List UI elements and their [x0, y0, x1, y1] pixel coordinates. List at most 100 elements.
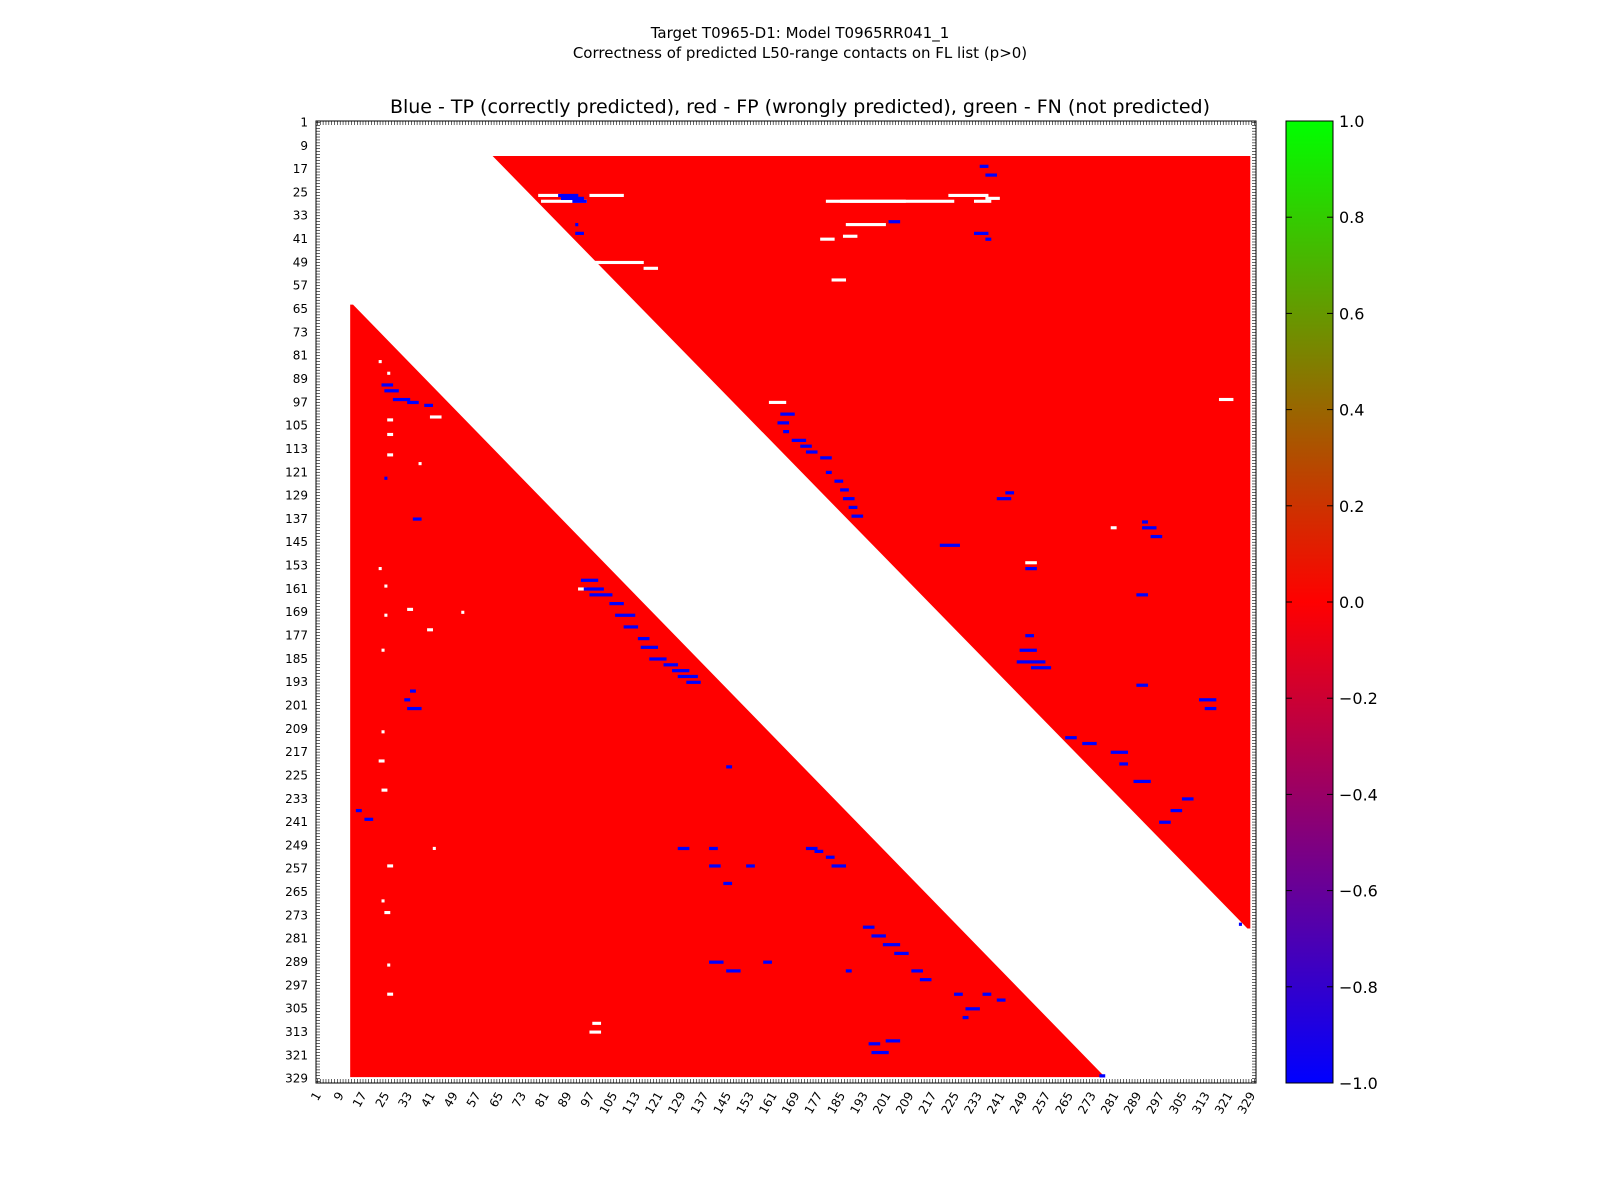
- tp-cell: [1136, 683, 1148, 687]
- tp-cell: [842, 497, 855, 501]
- x-tick-label: 289: [1121, 1090, 1145, 1117]
- tp-cell: [1136, 593, 1148, 597]
- tp-cell: [882, 943, 901, 947]
- y-tick-label: 321: [285, 1048, 308, 1062]
- x-tick-label: 33: [395, 1090, 415, 1110]
- tp-cell: [831, 864, 847, 868]
- colorbar-gradient: [1285, 120, 1334, 1084]
- tp-cell: [965, 1007, 980, 1011]
- empty-cell: [387, 453, 394, 457]
- tp-cell: [985, 173, 997, 177]
- y-tick-label: 89: [293, 372, 308, 386]
- x-tick-label: 9: [331, 1090, 347, 1104]
- tp-cell: [355, 808, 362, 813]
- tp-cell: [845, 969, 852, 973]
- tp-cell: [404, 698, 411, 702]
- empty-cell: [381, 730, 385, 734]
- colorbar-tick-label: 0.4: [1339, 401, 1364, 420]
- empty-cell: [589, 1030, 602, 1034]
- y-tick-label: 177: [285, 629, 308, 643]
- empty-cell: [768, 400, 787, 404]
- x-tick-label: 49: [441, 1090, 461, 1110]
- tp-cell: [894, 951, 909, 956]
- x-tick-label: 89: [555, 1090, 575, 1110]
- tp-cell: [709, 864, 721, 868]
- x-tick-label: 145: [711, 1090, 735, 1117]
- fp-region-lower-triangle: [350, 304, 1106, 1078]
- figure-title-line1: Target T0965-D1: Model T0965RR041_1: [650, 24, 950, 43]
- x-tick-label: 233: [961, 1090, 985, 1117]
- tp-cell: [663, 663, 678, 667]
- empty-cell: [842, 234, 858, 238]
- tp-cell: [580, 578, 599, 582]
- y-tick-label: 73: [293, 325, 308, 339]
- x-tick-label: 297: [1144, 1090, 1168, 1117]
- tp-cell: [709, 960, 724, 964]
- tp-cell: [1025, 634, 1035, 638]
- tp-cell: [1016, 660, 1046, 664]
- tp-cell: [1181, 797, 1194, 801]
- x-tick-label: 249: [1007, 1090, 1031, 1117]
- y-tick-label: 105: [285, 419, 308, 433]
- colorbar-tick-label: −0.8: [1339, 978, 1378, 997]
- y-tick-label: 41: [293, 232, 308, 246]
- tp-cell: [1150, 534, 1163, 539]
- tp-cell: [392, 397, 411, 402]
- colorbar-ticks: 1.0 0.8 0.6 0.4 0.2 0.0 −0.2 −0.4 −0.6 −0.8 −1.0: [1286, 112, 1378, 1093]
- y-tick-label: 313: [285, 1025, 308, 1039]
- tp-cell: [825, 470, 832, 475]
- y-tick-label: 225: [285, 768, 308, 782]
- y-tick-label: 289: [285, 955, 308, 969]
- tp-cell: [1204, 706, 1217, 711]
- x-tick-label: 81: [532, 1090, 552, 1110]
- tp-cell: [780, 412, 795, 416]
- tp-cell: [640, 645, 659, 649]
- empty-cell: [1110, 526, 1117, 530]
- tp-cell: [805, 450, 818, 454]
- empty-cell: [974, 199, 992, 203]
- empty-cell: [432, 846, 436, 850]
- tp-cell: [1110, 750, 1129, 754]
- tp-cell: [424, 403, 433, 407]
- colorbar: 1.0 0.8 0.6 0.4 0.2 0.0 −0.2 −0.4 −0.6 −0.8 −1.0: [1285, 112, 1378, 1093]
- tp-cell: [979, 164, 989, 168]
- x-tick-label: 201: [870, 1090, 894, 1117]
- tp-cell: [820, 456, 832, 460]
- tp-cell: [939, 543, 960, 547]
- tp-cell: [996, 998, 1006, 1002]
- tp-cell: [407, 706, 422, 711]
- tp-cell: [615, 613, 636, 617]
- empty-cell: [407, 607, 414, 611]
- tp-cell: [954, 992, 963, 996]
- tp-cell: [726, 969, 741, 973]
- tp-cell: [871, 1050, 889, 1055]
- tp-cell: [381, 383, 394, 387]
- colorbar-tick-label: 1.0: [1339, 112, 1364, 131]
- y-tick-label: 241: [285, 815, 308, 829]
- colorbar-tick-label: −0.4: [1339, 785, 1378, 804]
- tp-cell: [412, 517, 422, 521]
- y-tick-label: 185: [285, 652, 308, 666]
- tp-cell: [575, 223, 579, 227]
- tp-cell: [919, 978, 932, 982]
- fp-region-upper-triangle: [492, 155, 1251, 929]
- empty-cell: [560, 266, 573, 270]
- y-tick-label: 121: [285, 465, 308, 479]
- tp-cell: [1142, 520, 1148, 524]
- x-tick-label: 321: [1212, 1090, 1236, 1117]
- tp-cell: [575, 231, 584, 235]
- y-tick-label: 273: [285, 908, 308, 922]
- y-tick-label: 169: [285, 605, 308, 619]
- empty-cell: [985, 196, 1000, 200]
- x-tick-label: 169: [779, 1090, 803, 1117]
- x-tick-label: 65: [487, 1090, 507, 1110]
- tp-cell: [885, 1039, 901, 1043]
- y-tick-label: 233: [285, 792, 308, 806]
- tp-cell: [560, 196, 584, 201]
- tp-cell: [996, 497, 1012, 501]
- empty-cell: [578, 260, 644, 265]
- x-tick-label: 265: [1052, 1090, 1076, 1117]
- y-tick-label: 329: [285, 1072, 308, 1086]
- tp-cell: [384, 389, 399, 393]
- y-tick-label: 129: [285, 489, 308, 503]
